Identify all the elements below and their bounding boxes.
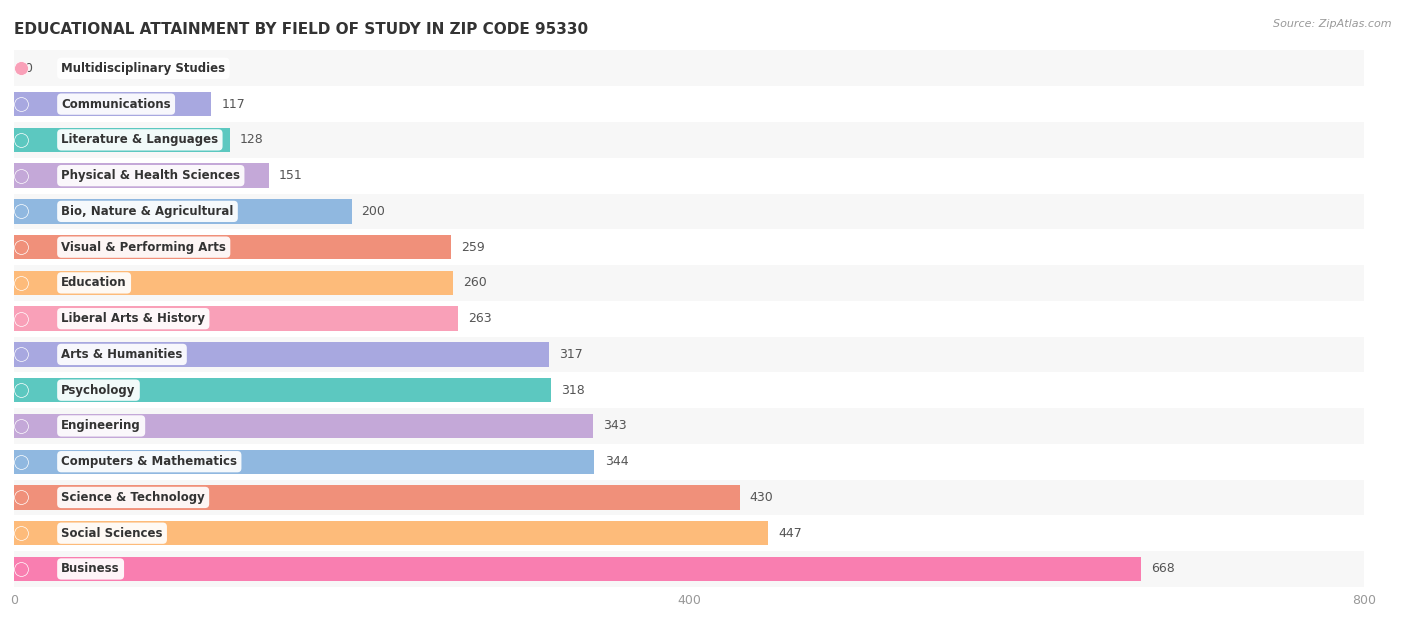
Bar: [14, 414, 593, 438]
Bar: [14, 265, 1364, 301]
Text: EDUCATIONAL ATTAINMENT BY FIELD OF STUDY IN ZIP CODE 95330: EDUCATIONAL ATTAINMENT BY FIELD OF STUDY…: [14, 22, 588, 37]
Bar: [14, 378, 551, 403]
Bar: [14, 158, 1364, 194]
Text: 447: 447: [779, 527, 801, 540]
Bar: [14, 271, 453, 295]
Bar: [14, 516, 1364, 551]
Text: 430: 430: [749, 491, 773, 504]
Bar: [14, 229, 1364, 265]
Bar: [14, 336, 1364, 372]
Text: Liberal Arts & History: Liberal Arts & History: [62, 312, 205, 325]
Bar: [14, 122, 1364, 158]
Bar: [14, 163, 269, 188]
Text: Science & Technology: Science & Technology: [62, 491, 205, 504]
Text: Physical & Health Sciences: Physical & Health Sciences: [62, 169, 240, 182]
Bar: [14, 194, 1364, 229]
Bar: [14, 127, 231, 152]
Text: Engineering: Engineering: [62, 420, 141, 432]
Bar: [14, 551, 1364, 587]
Text: 117: 117: [222, 98, 245, 110]
Text: 318: 318: [561, 384, 585, 397]
Text: 668: 668: [1152, 562, 1175, 575]
Bar: [14, 444, 1364, 480]
Bar: [14, 50, 1364, 86]
Text: Communications: Communications: [62, 98, 172, 110]
Text: Bio, Nature & Agricultural: Bio, Nature & Agricultural: [62, 205, 233, 218]
Bar: [14, 199, 352, 223]
Text: 128: 128: [240, 133, 264, 146]
Text: 151: 151: [278, 169, 302, 182]
Bar: [14, 408, 1364, 444]
Text: Social Sciences: Social Sciences: [62, 527, 163, 540]
Text: Computers & Mathematics: Computers & Mathematics: [62, 455, 238, 468]
Text: Visual & Performing Arts: Visual & Performing Arts: [62, 240, 226, 254]
Text: 263: 263: [468, 312, 492, 325]
Text: 0: 0: [24, 62, 32, 75]
Bar: [14, 521, 768, 545]
Text: Psychology: Psychology: [62, 384, 135, 397]
Text: Education: Education: [62, 276, 127, 290]
Bar: [14, 92, 211, 116]
Bar: [14, 449, 595, 474]
Bar: [14, 480, 1364, 516]
Bar: [14, 485, 740, 510]
Text: 344: 344: [605, 455, 628, 468]
Bar: [14, 301, 1364, 336]
Text: 259: 259: [461, 240, 485, 254]
Text: Literature & Languages: Literature & Languages: [62, 133, 218, 146]
Text: 200: 200: [361, 205, 385, 218]
Text: 260: 260: [463, 276, 486, 290]
Bar: [14, 557, 1142, 581]
Text: Arts & Humanities: Arts & Humanities: [62, 348, 183, 361]
Bar: [14, 342, 548, 367]
Text: Business: Business: [62, 562, 120, 575]
Text: 343: 343: [603, 420, 627, 432]
Text: Source: ZipAtlas.com: Source: ZipAtlas.com: [1274, 19, 1392, 29]
Bar: [14, 235, 451, 259]
Text: Multidisciplinary Studies: Multidisciplinary Studies: [62, 62, 225, 75]
Bar: [14, 86, 1364, 122]
Text: 317: 317: [560, 348, 582, 361]
Bar: [14, 307, 458, 331]
Bar: [14, 372, 1364, 408]
